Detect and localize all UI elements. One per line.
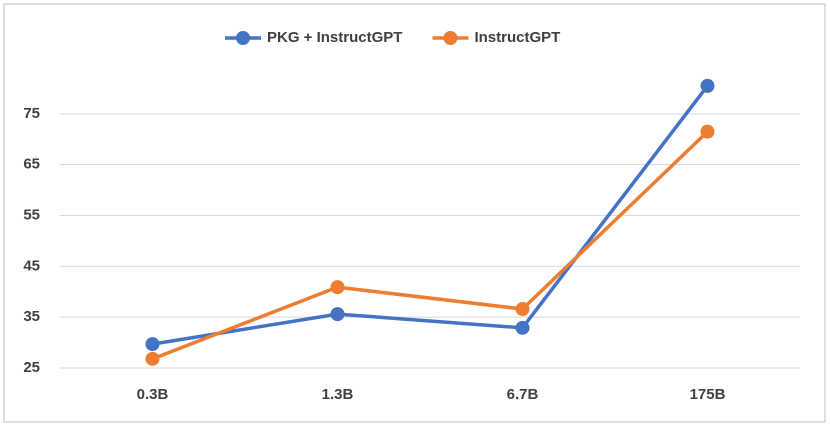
legend-label: PKG + InstructGPT (267, 29, 402, 46)
series-line (152, 84, 709, 346)
y-tick-label: 55 (23, 206, 40, 223)
series-line (151, 130, 709, 361)
data-point (145, 351, 160, 366)
data-point (700, 78, 715, 93)
legend-marker (236, 31, 250, 45)
y-tick-label: 75 (23, 105, 40, 122)
data-point (700, 124, 715, 139)
x-tick-label: 175B (690, 386, 726, 403)
data-point (515, 320, 530, 335)
y-tick-label: 35 (23, 308, 40, 325)
legend-label: InstructGPT (474, 29, 560, 46)
data-point (145, 337, 160, 352)
x-tick-label: 1.3B (322, 386, 354, 403)
data-point (515, 302, 530, 317)
x-tick-label: 0.3B (137, 386, 169, 403)
legend-marker (443, 31, 458, 45)
chart-border (3, 3, 826, 423)
x-tick-label: 6.7B (507, 386, 539, 403)
y-tick-label: 65 (23, 156, 40, 173)
y-tick-label: 25 (23, 359, 40, 376)
y-tick-label: 45 (23, 257, 40, 274)
data-point (330, 307, 345, 322)
data-point (330, 280, 345, 295)
